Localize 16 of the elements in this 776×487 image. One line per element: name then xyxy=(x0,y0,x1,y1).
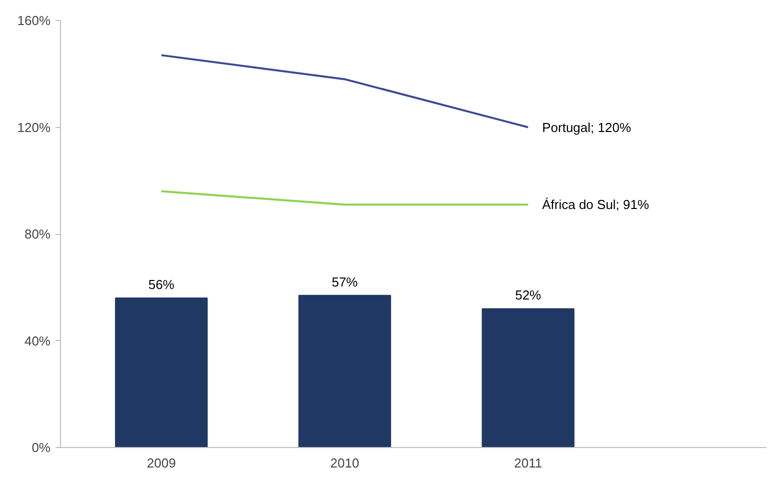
bar xyxy=(115,298,208,448)
annotation: África do Sul; 91% xyxy=(542,197,650,212)
y-tick-label: 80% xyxy=(24,226,51,242)
data-label: 52% xyxy=(515,288,542,303)
bar xyxy=(298,294,392,448)
x-tick-label: 2009 xyxy=(146,456,176,470)
y-tick-label: 40% xyxy=(24,333,51,348)
bar xyxy=(482,308,574,448)
y-tick-label: 0% xyxy=(32,440,51,455)
y-tick-label: 160% xyxy=(17,13,51,28)
data-label: 57% xyxy=(332,274,358,290)
x-tick-label: 2011 xyxy=(514,456,542,470)
y-tick-label: 120% xyxy=(17,120,51,135)
x-tick-label: 2010 xyxy=(330,456,360,470)
annotation: Portugal; 120% xyxy=(542,120,632,135)
data-label: 56% xyxy=(148,277,175,292)
